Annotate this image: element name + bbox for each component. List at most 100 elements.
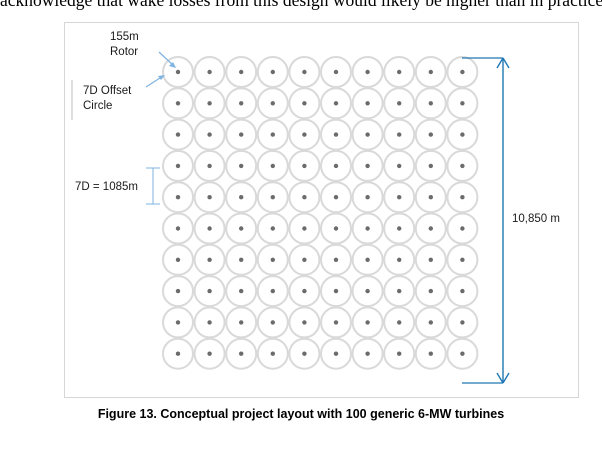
turbine-dot (333, 163, 339, 169)
turbine-dot (270, 69, 275, 75)
turbine-dot (397, 226, 402, 231)
turbine-dot (175, 132, 181, 137)
turbine-dot (333, 132, 339, 137)
turbine-dot (207, 69, 212, 75)
turbine-dot (365, 195, 370, 200)
turbine-dot (365, 351, 370, 356)
turbine-dot (428, 288, 433, 294)
turbine-dot (302, 195, 307, 200)
offset-circle (193, 149, 226, 182)
turbine-dot (428, 69, 433, 75)
turbine-dot (460, 195, 465, 200)
turbine-dot (207, 288, 212, 294)
turbine-dot (460, 226, 465, 231)
offset-circle (162, 87, 194, 120)
offset-circle (383, 243, 416, 276)
turbine-dot (239, 163, 244, 169)
turbine-dot (333, 288, 339, 294)
turbine-dot (428, 226, 433, 231)
turbine-dot (302, 320, 307, 325)
turbine-dot (207, 351, 212, 356)
turbine-dot (365, 288, 370, 294)
offset-circle (193, 181, 226, 214)
turbine-dot (397, 257, 402, 262)
turbine-dot (428, 351, 433, 356)
turbine-dot (397, 288, 402, 294)
offset-circle (351, 87, 384, 120)
offset-circle (320, 118, 352, 151)
turbine-dot (365, 226, 370, 231)
offset-circle (193, 275, 226, 308)
offset-circle (256, 337, 289, 370)
turbine-dot (270, 132, 275, 137)
turbine-dot (207, 320, 212, 325)
turbine-dot (460, 69, 465, 75)
offset-circle (225, 56, 258, 88)
offset-circle (193, 243, 226, 276)
turbine-dot (333, 195, 339, 200)
offset-circle (383, 149, 416, 182)
offset-circle (288, 243, 321, 276)
offset-circle (320, 87, 352, 120)
offset-circle (320, 337, 352, 370)
turbine-dot (302, 69, 307, 75)
turbine-dot (397, 69, 402, 75)
offset-circle (288, 56, 321, 88)
offset-circle (225, 243, 258, 276)
turbine-dot (333, 257, 339, 262)
offset-circle (383, 118, 416, 151)
offset-circle (193, 337, 226, 370)
turbine-dot (333, 226, 339, 231)
turbine-dot (207, 132, 212, 137)
offset-circle (193, 118, 226, 151)
offset-circle (320, 181, 352, 214)
turbine-dot (239, 288, 244, 294)
turbine-dot (460, 351, 465, 356)
turbine-dot (460, 132, 465, 137)
offset-circle (351, 275, 384, 308)
offset-circle (162, 212, 194, 245)
turbine-dot (428, 132, 433, 137)
turbine-dot (333, 69, 339, 75)
turbine-grid (162, 56, 479, 370)
turbine-dot (333, 351, 339, 356)
turbine-dot (270, 195, 275, 200)
offset-circle (162, 275, 194, 308)
offset-circle (225, 337, 258, 370)
offset-circle (320, 212, 352, 245)
turbine-dot (175, 257, 181, 262)
height-arrowhead-top-left (496, 57, 504, 69)
turbine-dot (397, 132, 402, 137)
turbine-dot (397, 101, 402, 106)
offset-circle (351, 149, 384, 182)
turbine-dot (239, 132, 244, 137)
offset-circle (446, 212, 479, 245)
rotor-label-line1: 155m (110, 31, 139, 43)
offset-circle (288, 181, 321, 214)
offset-circle (446, 243, 479, 276)
turbine-dot (239, 320, 244, 325)
offset-circle (256, 87, 289, 120)
turbine-dot (302, 163, 307, 169)
offset-circle (162, 337, 194, 370)
offset-circle (383, 212, 416, 245)
turbine-dot (175, 163, 181, 169)
turbine-dot (302, 351, 307, 356)
offset-circle (351, 337, 384, 370)
offset-circle (414, 275, 447, 308)
turbine-dot (207, 101, 212, 106)
height-label: 10,850 m (512, 213, 560, 225)
turbine-dot (460, 101, 465, 106)
offset-circle (446, 56, 479, 88)
offset-circle (383, 275, 416, 308)
turbine-dot (428, 257, 433, 262)
offset-circle (193, 87, 226, 120)
turbine-dot (365, 257, 370, 262)
offset-circle (225, 87, 258, 120)
offset-circle (256, 306, 289, 339)
offset-circle (225, 181, 258, 214)
turbine-dot (397, 320, 402, 325)
height-arrowhead-top-right (502, 57, 510, 69)
offset-circle (162, 56, 194, 88)
offset-circle (225, 306, 258, 339)
